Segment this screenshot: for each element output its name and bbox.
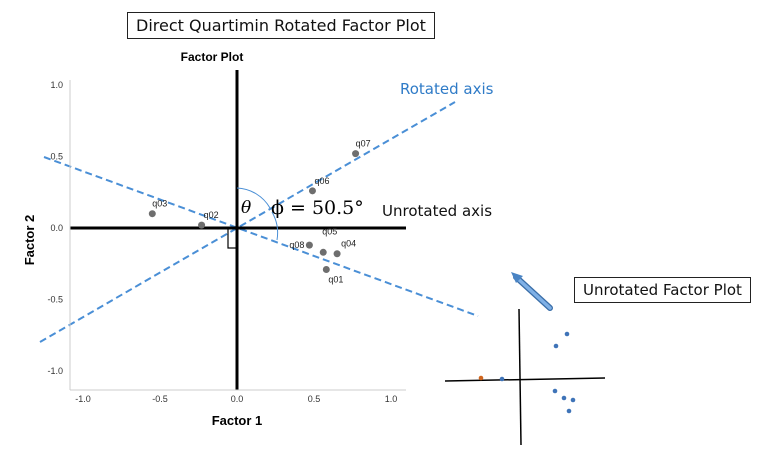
unrotated-point: [564, 331, 570, 337]
y-axis-label: Factor 2: [22, 215, 37, 266]
data-point-q01: [322, 265, 330, 273]
unrotated-point: [552, 388, 558, 394]
x-tick-label: 0.5: [308, 394, 321, 404]
y-tick-label: -0.5: [47, 295, 63, 305]
point-label-q01: q01: [328, 274, 343, 284]
unrotated-point-orange: [478, 375, 484, 381]
data-point-q07: [352, 150, 360, 158]
arrow-shaft-inner: [514, 275, 552, 310]
theta-arc: [236, 187, 271, 209]
unrotated-x-axis: [444, 377, 606, 382]
rotated-factor-plot: θ ϕ = 50.5° -1.0 -0.5 0.0 0.5 1.0 1.0 0.5 0.0 -0.5…: [22, 50, 494, 428]
point-label-q08: q08: [289, 240, 304, 250]
x-tick-label: 0.0: [231, 394, 244, 404]
rotated-axis-label: Rotated axis: [400, 80, 494, 98]
theta-label: θ: [241, 198, 251, 218]
x-tick-label: -1.0: [75, 394, 91, 404]
point-label-q04: q04: [341, 239, 356, 249]
point-label-q03: q03: [152, 199, 167, 209]
data-point-q06: [308, 187, 316, 195]
unrotated-point: [566, 408, 572, 414]
unrotated-plot-label-box: Unrotated Factor Plot: [574, 277, 751, 303]
y-tick-label: -1.0: [47, 366, 63, 376]
title-box: Direct Quartimin Rotated Factor Plot: [127, 12, 435, 39]
unrotated-factor-plot: [444, 272, 606, 446]
y-tick-label: 0.0: [50, 223, 63, 233]
unrotated-point: [499, 376, 505, 382]
plot-title: Factor Plot: [181, 50, 244, 64]
rotated-axis-line-2: [43, 156, 479, 317]
x-tick-label: 1.0: [385, 394, 398, 404]
data-point-q04: [333, 250, 341, 258]
data-point-q03: [148, 210, 156, 218]
phi-arc: [271, 211, 279, 241]
right-angle-marker: [227, 227, 238, 249]
x-tick-label: -0.5: [152, 394, 168, 404]
data-point-q08: [305, 241, 313, 249]
unrotated-point: [570, 397, 576, 403]
data-point-q05: [319, 248, 327, 256]
point-label-q05: q05: [322, 226, 337, 236]
unrotated-point: [561, 395, 567, 401]
point-label-q06: q06: [314, 176, 329, 186]
unrotated-point: [553, 343, 559, 349]
point-label-q07: q07: [356, 139, 371, 149]
phi-label: ϕ = 50.5°: [271, 197, 364, 219]
arrow-head-icon: [511, 272, 523, 283]
y-tick-label: 1.0: [50, 80, 63, 90]
point-label-q02: q02: [204, 210, 219, 220]
data-point-q02: [198, 221, 206, 229]
unrotated-y-axis: [518, 308, 522, 446]
y-tick-label: 0.5: [50, 152, 63, 162]
x-axis-label: Factor 1: [212, 413, 263, 428]
unrotated-axis-label: Unrotated axis: [382, 202, 492, 220]
rotated-axis-line-1: [39, 101, 456, 343]
